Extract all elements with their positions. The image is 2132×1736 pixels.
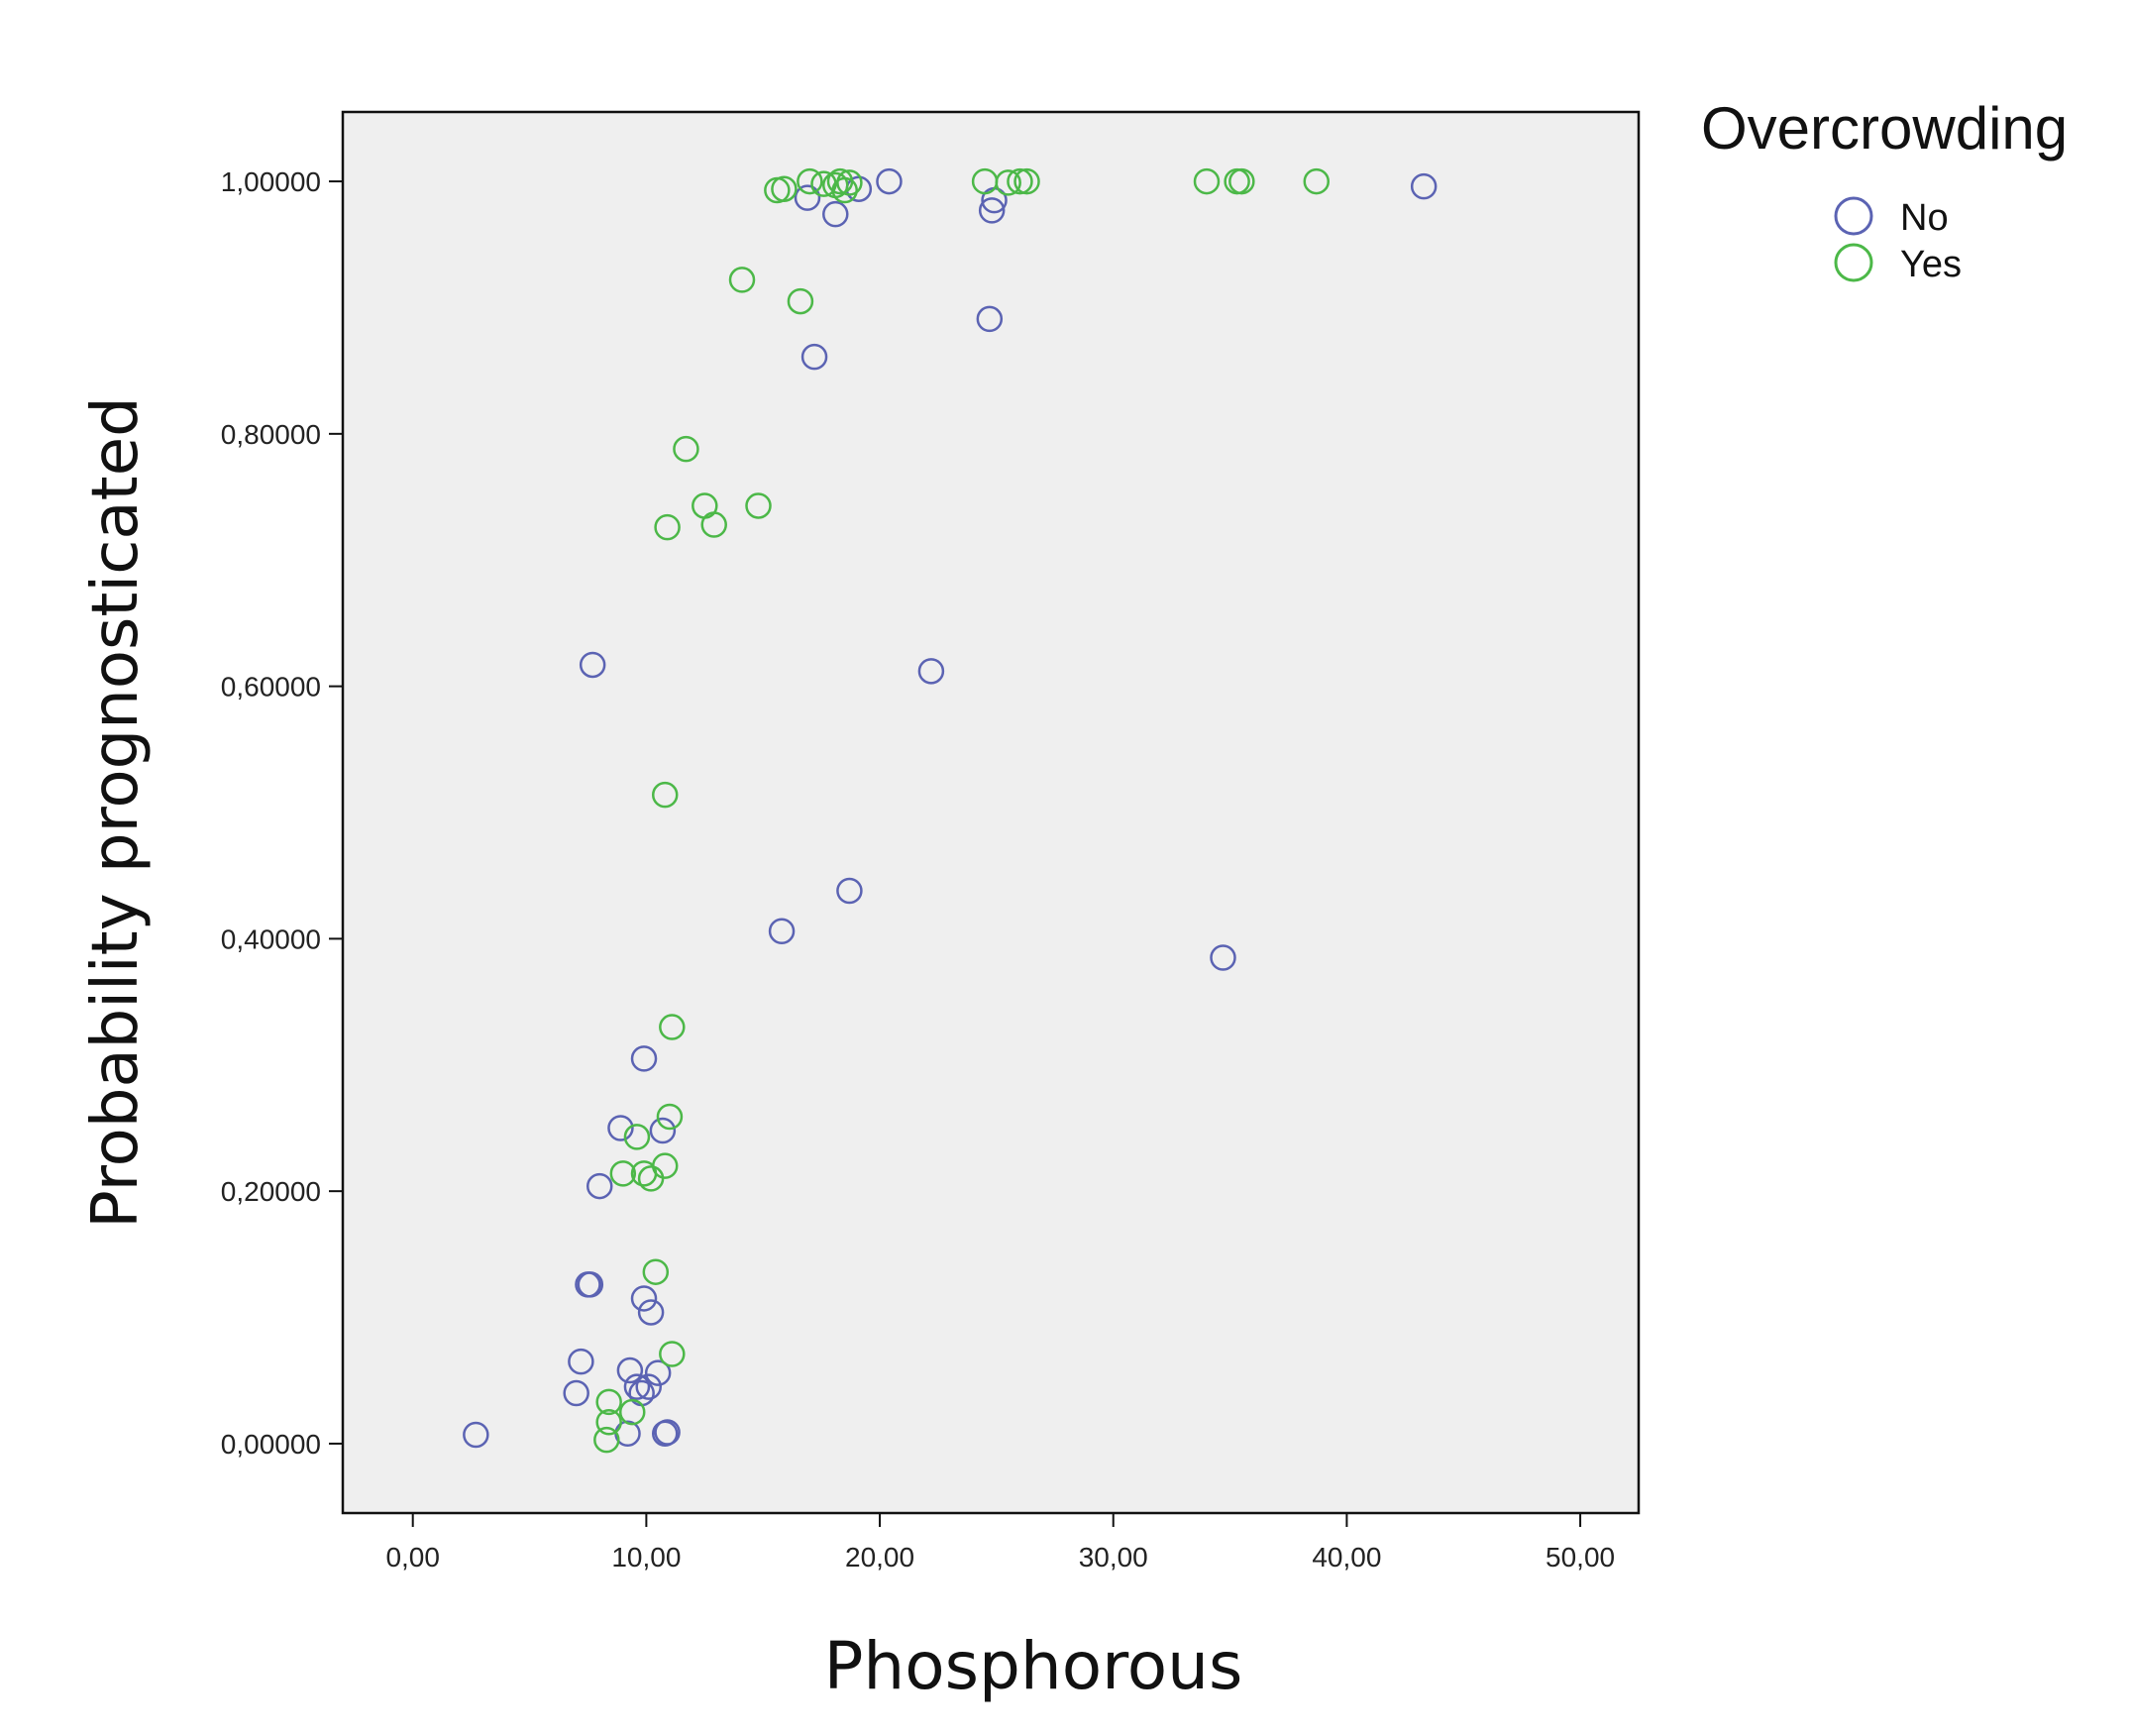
y-tick-label: 0,20000	[221, 1176, 321, 1207]
data-point-no	[917, 658, 945, 685]
data-point-yes	[995, 169, 1021, 196]
y-axis: 0,00000 0,20000 0,40000 0,60000 0,80000 1,000…	[221, 166, 343, 1460]
data-point-no	[616, 1356, 644, 1384]
data-point-yes	[595, 1388, 622, 1416]
x-tick-label: 0,00	[385, 1542, 440, 1573]
data-point-yes	[745, 492, 772, 519]
data-point-no	[768, 918, 796, 944]
data-point-yes	[673, 435, 699, 463]
data-point-no	[644, 1359, 672, 1386]
y-tick-label: 0,40000	[221, 923, 321, 954]
legend: Overcrowding No Yes	[1701, 95, 2068, 285]
data-point-no	[876, 167, 903, 195]
data-point-no	[976, 305, 1004, 333]
data-point-yes	[1007, 167, 1033, 195]
data-point-no	[635, 1373, 662, 1400]
data-point-yes	[651, 1152, 679, 1179]
y-tick-label: 0,80000	[221, 419, 321, 450]
x-tick-label: 40,00	[1312, 1542, 1381, 1573]
data-point-no	[822, 200, 849, 228]
data-point-no	[637, 1299, 665, 1326]
data-point-no	[463, 1421, 489, 1449]
data-point-no	[649, 1117, 677, 1144]
x-tick-label: 50,00	[1546, 1542, 1615, 1573]
plot-area	[341, 110, 1641, 1515]
data-point-no	[630, 1045, 658, 1072]
x-axis: 0,00 10,00 20,00 30,00 40,00 50,00	[385, 1513, 1615, 1573]
data-point-yes	[618, 1398, 646, 1426]
x-tick-label: 20,00	[845, 1542, 914, 1573]
data-point-yes	[659, 1014, 686, 1040]
data-point-yes	[1013, 167, 1040, 195]
data-point-yes	[1303, 167, 1331, 195]
data-point-yes	[595, 1409, 622, 1436]
x-tick-label: 30,00	[1079, 1542, 1148, 1573]
data-point-no	[1210, 944, 1236, 971]
legend-title: Overcrowding	[1701, 95, 2068, 162]
data-point-no	[654, 1419, 681, 1446]
data-point-no	[577, 1271, 604, 1298]
legend-marker-yes	[1834, 243, 1873, 282]
y-tick-label: 0,60000	[221, 672, 321, 703]
data-point-yes	[593, 1426, 620, 1454]
data-point-no	[563, 1379, 589, 1407]
data-point-yes	[654, 513, 681, 541]
data-point-yes	[787, 287, 814, 315]
data-point-yes	[836, 169, 863, 196]
data-point-yes	[623, 1124, 651, 1150]
data-point-no	[579, 651, 606, 679]
data-point-yes	[609, 1160, 637, 1187]
data-point-yes	[651, 781, 679, 809]
y-axis-title: Probability prognosticated	[79, 396, 153, 1228]
data-point-no	[607, 1115, 634, 1141]
data-point-yes	[771, 175, 798, 202]
data-point-no	[568, 1348, 594, 1375]
x-tick-label: 10,00	[611, 1542, 681, 1573]
data-point-no	[800, 343, 828, 371]
data-point-no	[586, 1172, 613, 1200]
data-points	[463, 167, 1438, 1454]
data-point-yes	[728, 267, 756, 293]
legend-marker-no	[1834, 196, 1873, 236]
data-point-yes	[831, 176, 858, 204]
data-point-yes	[659, 1341, 686, 1367]
data-point-yes	[1228, 167, 1255, 195]
data-point-no	[978, 197, 1006, 224]
data-point-yes	[797, 167, 823, 195]
y-tick-label: 0,00000	[221, 1429, 321, 1460]
x-axis-title: Phosphorous	[824, 1628, 1243, 1704]
legend-label-yes: Yes	[1900, 244, 1962, 285]
data-point-no	[1410, 172, 1438, 200]
data-point-no	[794, 184, 821, 211]
y-tick-label: 1,00000	[221, 166, 321, 197]
data-point-no	[836, 877, 863, 905]
data-point-no	[630, 1285, 658, 1312]
legend-label-no: No	[1900, 197, 1949, 239]
data-point-yes	[656, 1103, 684, 1131]
data-point-yes	[1193, 167, 1221, 195]
data-point-yes	[700, 511, 727, 538]
data-point-yes	[642, 1258, 670, 1285]
data-point-no	[623, 1373, 651, 1400]
